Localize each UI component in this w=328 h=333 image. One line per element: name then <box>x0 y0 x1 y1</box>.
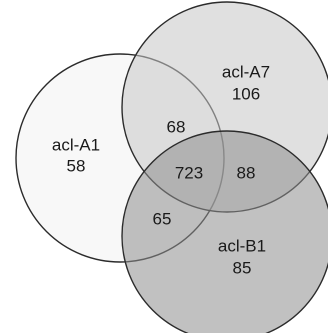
count-a7-b1: 88 <box>237 163 256 182</box>
circle-acl-b1 <box>121 130 328 333</box>
label-acl-b1: acl-B1 <box>218 236 266 255</box>
label-acl-a7: acl-A7 <box>222 62 270 81</box>
count-acl-a1: 58 <box>67 156 86 175</box>
count-all: 723 <box>175 163 203 182</box>
count-a1-a7: 68 <box>167 117 186 136</box>
count-a1-b1: 65 <box>153 209 172 228</box>
label-acl-a1: acl-A1 <box>52 135 100 154</box>
count-acl-a7: 106 <box>232 84 260 103</box>
count-acl-b1: 85 <box>233 258 252 277</box>
